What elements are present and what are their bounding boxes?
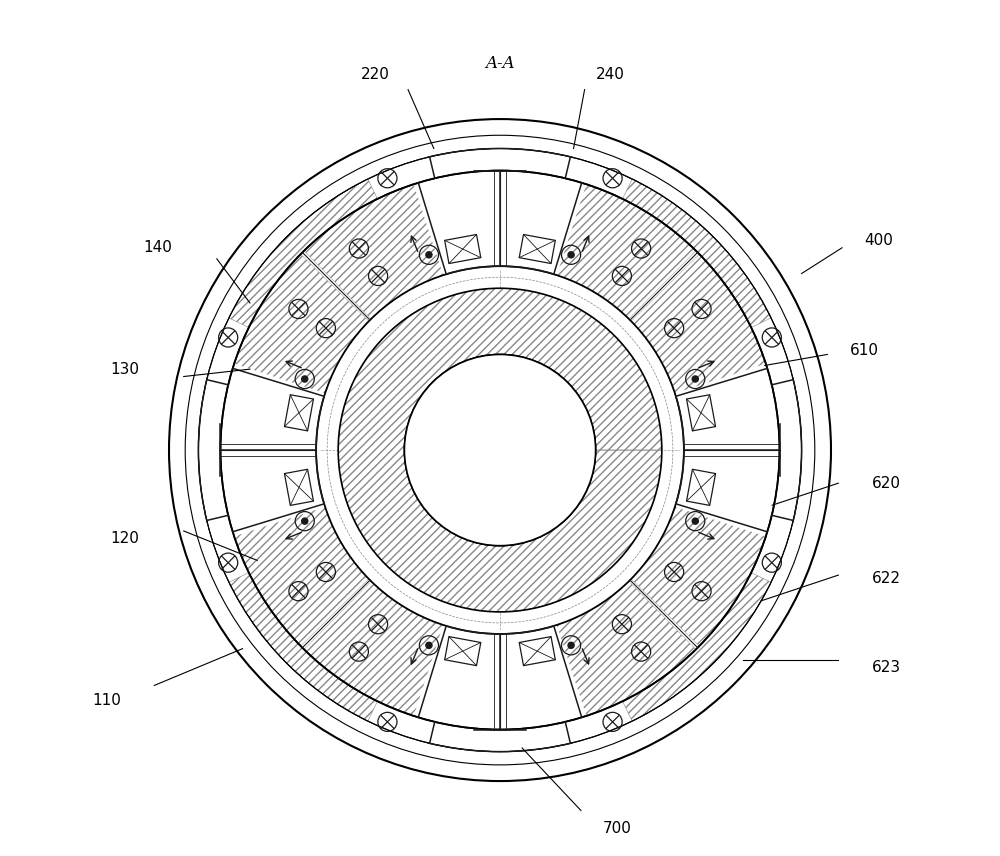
Text: 120: 120 [110, 531, 139, 546]
Polygon shape [221, 452, 369, 646]
Text: 700: 700 [603, 822, 632, 836]
Text: 623: 623 [872, 660, 901, 675]
Text: 622: 622 [872, 571, 901, 586]
Polygon shape [671, 361, 787, 538]
Text: 240: 240 [596, 68, 625, 82]
Text: 400: 400 [864, 233, 893, 248]
Circle shape [568, 252, 574, 258]
Polygon shape [221, 254, 369, 449]
Polygon shape [284, 395, 313, 431]
Polygon shape [229, 573, 377, 721]
Polygon shape [445, 235, 481, 264]
Polygon shape [411, 621, 589, 737]
Polygon shape [338, 288, 662, 612]
Polygon shape [763, 347, 802, 553]
Polygon shape [687, 395, 716, 431]
Polygon shape [229, 179, 377, 328]
Text: A-A: A-A [485, 56, 515, 73]
Text: 130: 130 [110, 361, 139, 377]
Text: 620: 620 [872, 476, 901, 490]
Polygon shape [221, 170, 780, 729]
Polygon shape [304, 581, 498, 729]
Polygon shape [411, 163, 589, 279]
Polygon shape [631, 452, 779, 646]
Circle shape [302, 518, 308, 524]
Text: 110: 110 [92, 693, 121, 708]
Circle shape [568, 642, 574, 648]
Circle shape [302, 376, 308, 382]
Circle shape [426, 252, 432, 258]
Polygon shape [397, 148, 603, 187]
Text: 220: 220 [361, 68, 389, 82]
Polygon shape [304, 170, 498, 319]
Circle shape [692, 518, 698, 524]
Circle shape [426, 642, 432, 648]
Polygon shape [623, 573, 771, 721]
Polygon shape [502, 170, 696, 319]
Polygon shape [519, 235, 555, 264]
Polygon shape [198, 347, 237, 553]
Polygon shape [284, 469, 313, 505]
Circle shape [692, 376, 698, 382]
Circle shape [404, 354, 596, 545]
Polygon shape [623, 179, 771, 328]
Polygon shape [397, 713, 603, 752]
Circle shape [404, 354, 596, 545]
Polygon shape [687, 469, 716, 505]
Text: 140: 140 [144, 241, 172, 255]
Polygon shape [631, 254, 779, 449]
Text: 610: 610 [850, 343, 879, 359]
Polygon shape [519, 637, 555, 666]
Polygon shape [445, 637, 481, 666]
Polygon shape [338, 288, 662, 612]
Polygon shape [169, 119, 831, 781]
Polygon shape [502, 581, 696, 729]
Polygon shape [213, 361, 329, 538]
